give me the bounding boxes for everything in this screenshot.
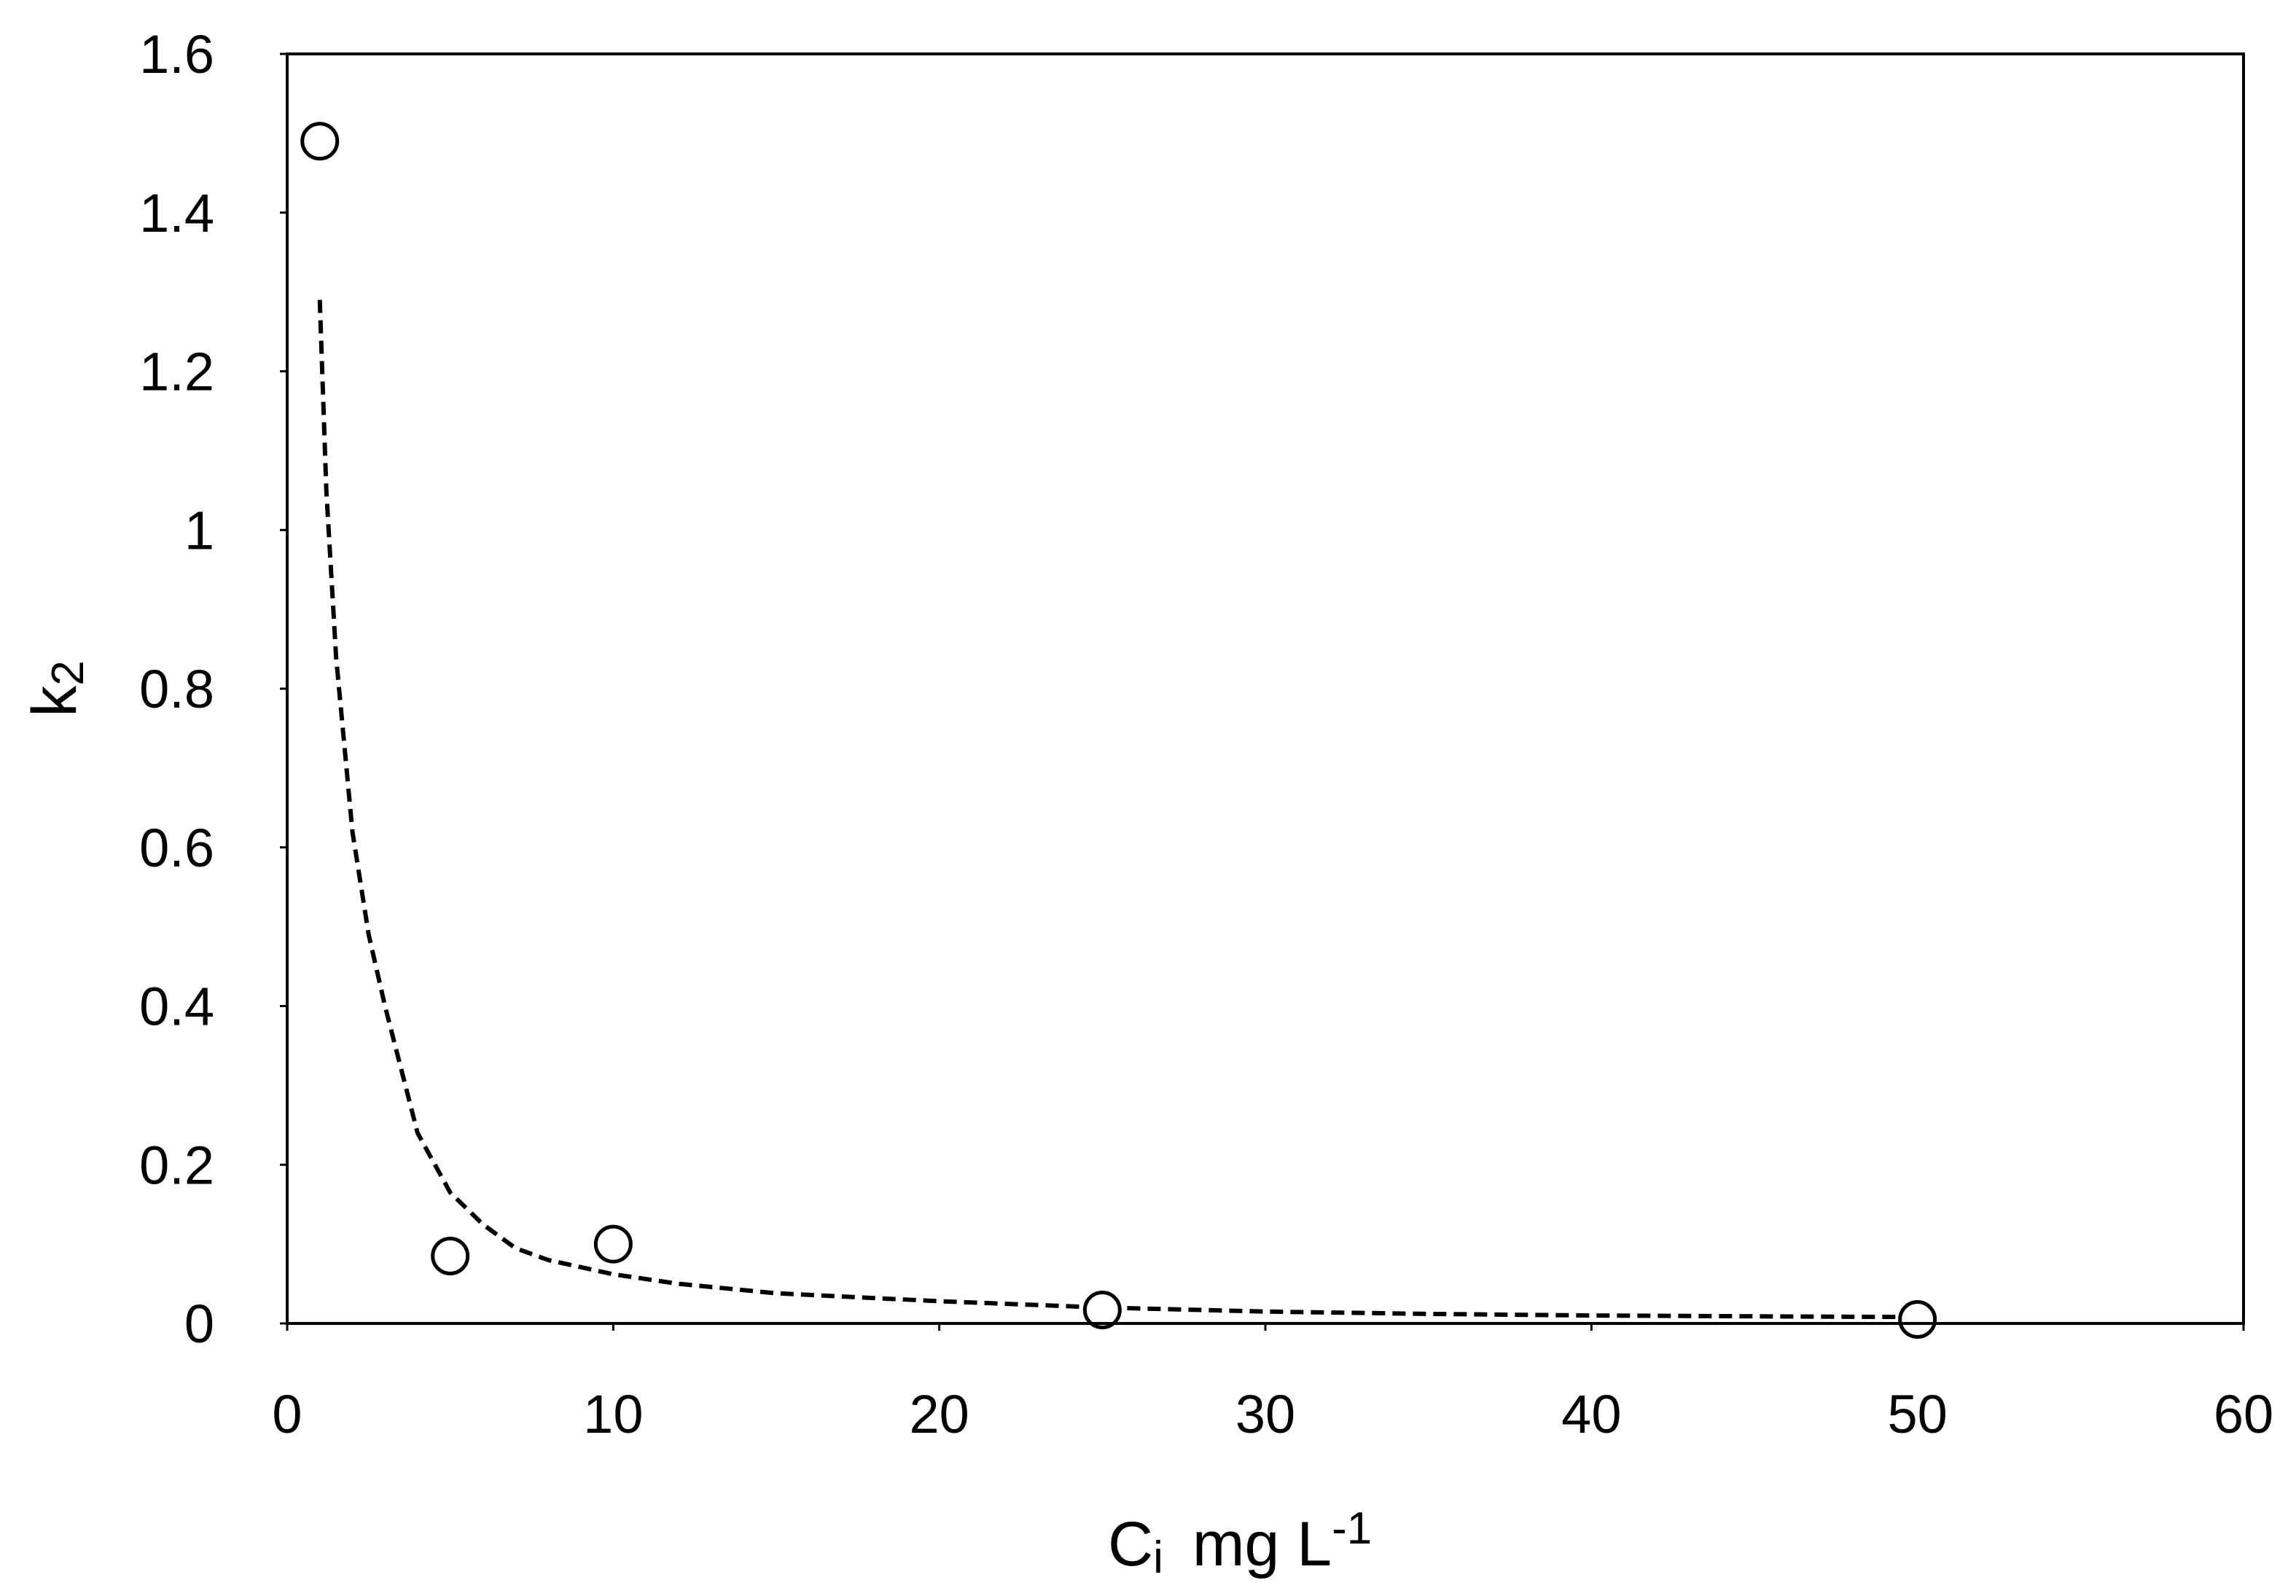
y-tick-label: 1.6 — [139, 24, 214, 85]
y-tick-label: 1.4 — [139, 183, 214, 243]
y-tick-label: 0.2 — [139, 1135, 214, 1195]
plot-area-frame — [286, 52, 2245, 1325]
y-tick-label: 0.8 — [139, 659, 214, 719]
x-axis-title-main: C — [1108, 1509, 1153, 1579]
data-point — [593, 1224, 633, 1264]
y-tick-label: 0.4 — [139, 977, 214, 1037]
y-tick-label: 1.2 — [139, 342, 214, 402]
y-axis-ticks: 0 0.2 0.4 0.6 0.8 1 1.2 1.4 1.6 — [139, 24, 287, 1354]
data-point — [300, 122, 340, 161]
x-tick-label: 60 — [2214, 1384, 2273, 1444]
trend-line-layer — [317, 300, 1918, 1320]
y-tick-label: 0.6 — [139, 818, 214, 878]
x-axis-title-subscript: i — [1153, 1533, 1163, 1583]
fitted-trend-line — [317, 300, 1918, 1320]
x-axis-title: Ci mg L-1 — [1108, 1503, 1372, 1583]
x-tick-label: 40 — [1561, 1384, 1621, 1444]
x-tick-label: 30 — [1235, 1384, 1295, 1444]
x-axis-title-superscript: -1 — [1332, 1503, 1372, 1554]
data-point — [1898, 1300, 1937, 1339]
y-axis-title-subscript: 2 — [43, 660, 93, 685]
x-tick-label: 50 — [1888, 1384, 1948, 1444]
x-tick-label: 10 — [583, 1384, 643, 1444]
data-points-layer — [300, 122, 1937, 1339]
y-axis-title: k2 — [20, 660, 93, 716]
data-point — [1082, 1290, 1122, 1329]
y-axis-title-main: k — [20, 685, 90, 717]
x-axis-title-unit: mg L — [1192, 1509, 1332, 1579]
y-tick-label: 1 — [184, 500, 214, 560]
x-tick-label: 20 — [910, 1384, 969, 1444]
y-tick-label: 0 — [184, 1294, 214, 1354]
x-axis-ticks: 0 10 20 30 40 50 60 — [272, 1323, 2273, 1444]
x-tick-label: 0 — [272, 1384, 302, 1444]
data-point — [431, 1236, 470, 1275]
